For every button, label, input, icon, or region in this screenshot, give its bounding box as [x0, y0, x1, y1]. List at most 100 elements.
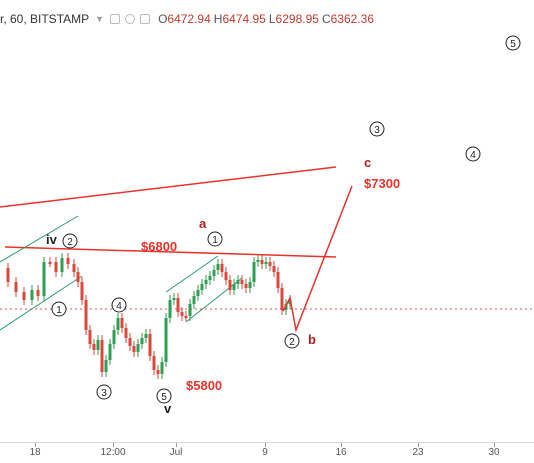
candle-body [92, 344, 96, 350]
projection-line [282, 185, 353, 333]
candle-body [88, 330, 92, 344]
candlesticks [6, 253, 292, 379]
candle-body [84, 300, 88, 330]
candle-body [192, 296, 196, 304]
time-tick: 30 [488, 447, 500, 458]
candle-body [60, 258, 64, 272]
price-label-7300: $7300 [364, 176, 400, 191]
svg-text:1: 1 [212, 235, 218, 246]
candle-body [280, 288, 284, 310]
candle-body [164, 318, 168, 362]
low-label: L [268, 12, 276, 26]
candle-body [256, 260, 260, 262]
candle-body [124, 328, 128, 338]
candle-body [42, 262, 46, 296]
high-value: 6474.95 [222, 12, 266, 26]
candle-body [22, 292, 26, 300]
candle-body [128, 338, 132, 346]
candle-body [220, 264, 224, 272]
circled-label: 4 [111, 297, 127, 313]
candle-body [224, 272, 228, 280]
circled-label: 1 [207, 231, 223, 247]
candle-body [66, 258, 70, 264]
candle-body [76, 272, 80, 282]
candle-body [264, 262, 268, 264]
candle-body [6, 268, 10, 282]
candle-body [144, 334, 148, 338]
candle-body [48, 262, 52, 264]
svg-text:3: 3 [101, 388, 107, 399]
candle-body [30, 290, 34, 300]
low-value: 6298.95 [275, 12, 319, 26]
candle-body [188, 304, 192, 316]
close-label: C [321, 12, 331, 26]
time-tick: 16 [335, 447, 347, 458]
candle-body [172, 298, 176, 300]
candle-body [116, 318, 120, 330]
candle-body [104, 360, 108, 372]
upper-trend-line [0, 166, 337, 208]
candle-body [268, 262, 272, 266]
gear-icon[interactable] [125, 14, 136, 24]
candle-body [148, 334, 152, 356]
symbol-label: r, 60, BITSTAMP [0, 12, 90, 26]
svg-text:5: 5 [510, 39, 516, 50]
channel-line-a-upper [165, 255, 219, 293]
open-label: O [158, 12, 168, 26]
circled-label: 1 [51, 301, 67, 317]
wave-label-c: c [364, 155, 371, 170]
chevron-down-icon[interactable]: ▼ [95, 14, 105, 24]
resistance-line-6800 [4, 246, 337, 258]
svg-text:3: 3 [374, 125, 380, 136]
compare-icon[interactable] [110, 14, 121, 24]
price-label-5800: $5800 [186, 378, 222, 393]
svg-text:2: 2 [67, 237, 73, 248]
svg-text:1: 1 [56, 305, 62, 316]
candle-body [216, 264, 220, 270]
close-value: 6362.36 [330, 12, 374, 26]
candle-body [36, 290, 40, 296]
candle-body [228, 280, 232, 290]
candle-body [132, 346, 136, 352]
candle-body [160, 362, 164, 374]
candle-body [156, 370, 160, 374]
candle-body [184, 316, 188, 318]
candle-body [212, 270, 216, 276]
svg-text:4: 4 [116, 301, 122, 312]
close-icon[interactable] [140, 14, 151, 24]
candle-body [140, 338, 144, 344]
high-label: H [213, 12, 223, 26]
candle-body [276, 272, 280, 288]
open-value: 6472.94 [167, 12, 211, 26]
candle-body [152, 356, 156, 370]
svg-text:5: 5 [161, 392, 167, 403]
svg-text:2: 2 [289, 337, 295, 348]
candle-body [168, 300, 172, 318]
candle-body [100, 340, 104, 372]
candle-body [236, 280, 240, 284]
wave-label-a: a [199, 216, 207, 231]
time-tick: 9 [262, 447, 268, 458]
candle-body [72, 264, 76, 272]
channel-line-left-upper [0, 215, 79, 263]
chart-header: r, 60, BITSTAMP ▼ O 6472.94 H 6474.95 L 629… [0, 10, 374, 28]
wave-label-iv: iv [46, 232, 58, 247]
time-tick: 23 [412, 447, 424, 458]
candle-body [244, 284, 248, 288]
candle-body [208, 276, 212, 280]
wave-label-v: v [164, 401, 172, 416]
time-tick: 18 [29, 447, 41, 458]
time-tick: 12:00 [100, 447, 126, 458]
candle-body [176, 298, 180, 312]
candle-body [232, 284, 236, 290]
circled-label: 5 [505, 35, 521, 51]
price-label-6800: $6800 [141, 239, 177, 254]
candle-body [80, 282, 84, 300]
circled-label: 4 [465, 146, 481, 162]
wave-label-b: b [308, 332, 316, 347]
time-axis[interactable]: 18 12:00 Jul 9 16 23 30 [0, 442, 534, 463]
circled-label: 5 [156, 388, 172, 404]
candle-body [180, 312, 184, 316]
candle-body [260, 260, 264, 264]
